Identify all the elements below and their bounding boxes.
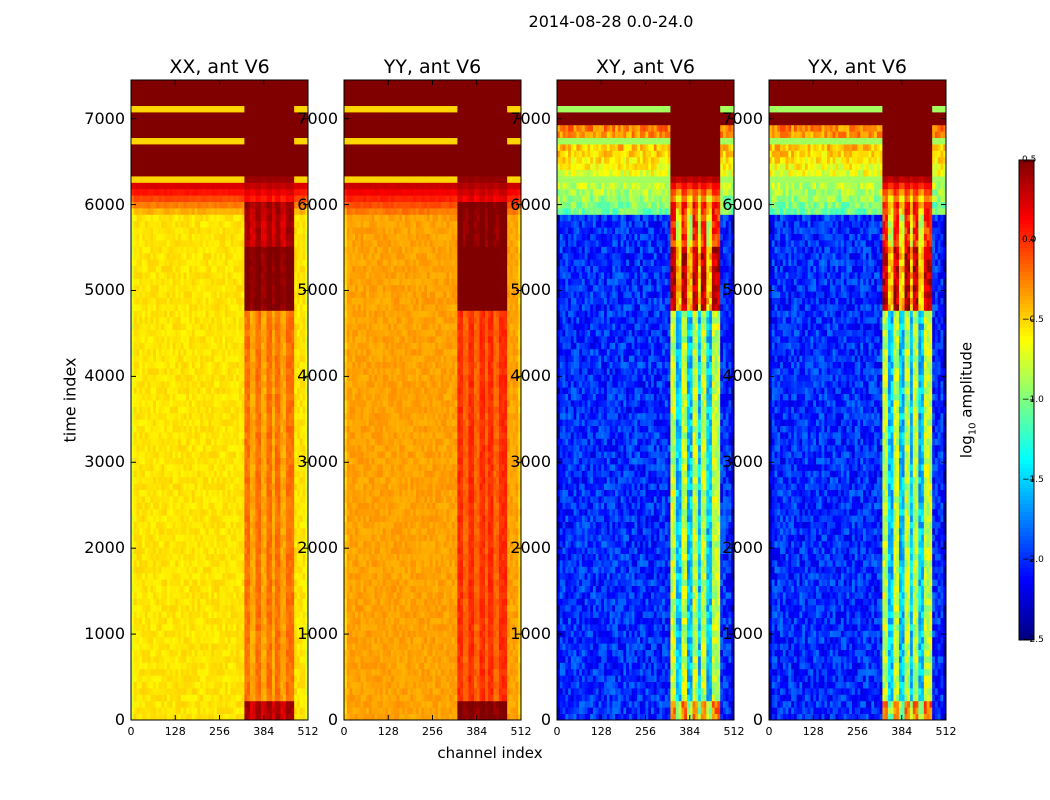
panel-title-yx: YX, ant V6: [769, 55, 946, 79]
y-tick-label: 3000: [278, 454, 338, 470]
x-tick-label: 0: [111, 726, 151, 738]
colorbar-tick-label: −2.5: [1022, 635, 1044, 645]
x-tick-label: 512: [501, 726, 541, 738]
x-tick-label: 384: [882, 726, 922, 738]
y-tick-label: 2000: [491, 540, 551, 556]
x-tick-label: 256: [838, 726, 878, 738]
y-tick-label: 2000: [65, 540, 125, 556]
y-tick-label: 4000: [65, 368, 125, 384]
x-tick-label: 512: [288, 726, 328, 738]
y-tick-label: 6000: [491, 196, 551, 213]
y-tick-label: 4000: [278, 368, 338, 384]
y-tick-label: 3000: [491, 454, 551, 470]
x-tick-label: 256: [413, 726, 453, 738]
y-tick-label: 5000: [703, 282, 763, 298]
x-tick-label: 0: [537, 726, 577, 738]
x-tick-label: 0: [749, 726, 789, 738]
y-tick-label: 7000: [278, 110, 338, 127]
y-tick-label: 1000: [703, 626, 763, 642]
y-tick-label: 7000: [491, 110, 551, 127]
colorbar-tick-label: 0.0: [1022, 235, 1036, 245]
y-tick-label: 0: [703, 712, 763, 728]
panel-title-xy: XY, ant V6: [557, 55, 734, 79]
figure-suptitle: 2014-08-28 0.0-24.0: [0, 12, 1050, 31]
y-tick-label: 7000: [703, 110, 763, 127]
heatmap-panel-0: [131, 80, 309, 721]
x-tick-label: 128: [581, 726, 621, 738]
y-tick-label: 3000: [703, 454, 763, 470]
colorbar-tick-label: −1.5: [1022, 475, 1044, 485]
x-tick-label: 256: [200, 726, 240, 738]
y-tick-label: 0: [65, 712, 125, 728]
colorbar-tick-label: 0.5: [1022, 155, 1036, 165]
x-axis-label: channel index: [0, 744, 980, 762]
y-tick-label: 2000: [703, 540, 763, 556]
colorbar-tick-label: −2.0: [1022, 555, 1044, 565]
heatmap-panel-1: [344, 80, 522, 721]
y-tick-label: 1000: [278, 626, 338, 642]
heatmap-panel-2: [557, 80, 735, 721]
x-tick-label: 512: [714, 726, 754, 738]
y-tick-label: 4000: [491, 368, 551, 384]
x-tick-label: 384: [244, 726, 284, 738]
heatmap-panel-3: [769, 80, 947, 721]
y-tick-label: 3000: [65, 454, 125, 470]
panel-title-yy: YY, ant V6: [344, 55, 521, 79]
colorbar: [1019, 160, 1034, 641]
y-tick-label: 4000: [703, 368, 763, 384]
x-tick-label: 0: [324, 726, 364, 738]
x-tick-label: 512: [926, 726, 966, 738]
x-tick-label: 128: [368, 726, 408, 738]
colorbar-tick-label: −0.5: [1022, 315, 1044, 325]
y-tick-label: 1000: [65, 626, 125, 642]
panel-title-xx: XX, ant V6: [131, 55, 308, 79]
y-tick-label: 5000: [278, 282, 338, 298]
y-tick-label: 0: [278, 712, 338, 728]
colorbar-tick-label: −1.0: [1022, 395, 1044, 405]
x-tick-label: 256: [626, 726, 666, 738]
y-tick-label: 1000: [491, 626, 551, 642]
x-tick-label: 384: [457, 726, 497, 738]
y-tick-label: 7000: [65, 110, 125, 127]
y-tick-label: 5000: [491, 282, 551, 298]
x-tick-label: 128: [155, 726, 195, 738]
y-tick-label: 0: [491, 712, 551, 728]
y-tick-label: 6000: [65, 196, 125, 213]
y-tick-label: 6000: [703, 196, 763, 213]
y-tick-label: 6000: [278, 196, 338, 213]
y-tick-label: 2000: [278, 540, 338, 556]
y-tick-label: 5000: [65, 282, 125, 298]
x-tick-label: 128: [793, 726, 833, 738]
x-tick-label: 384: [670, 726, 710, 738]
